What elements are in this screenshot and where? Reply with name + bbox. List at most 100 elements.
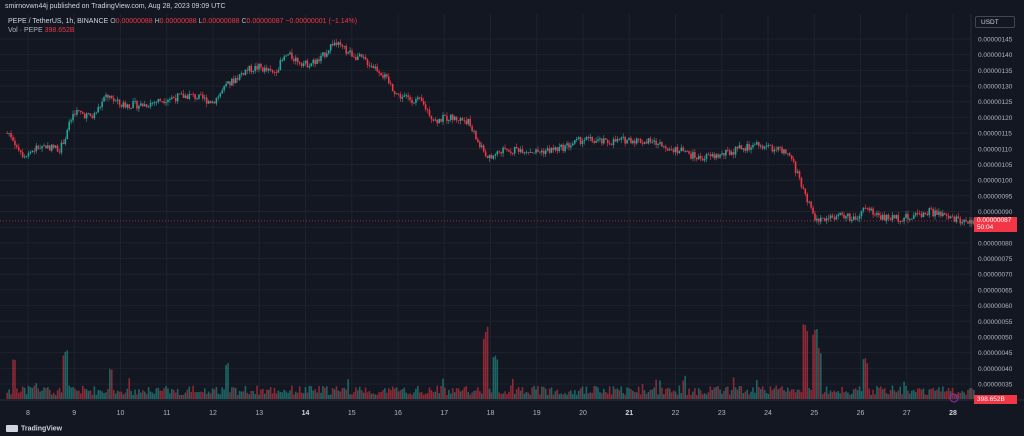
candle-body (603, 138, 605, 144)
x-tick-label: 12 (209, 410, 217, 417)
volume-bar (391, 386, 394, 399)
volume-bar (957, 392, 960, 399)
volume-bar (242, 391, 245, 399)
volume-bar (668, 388, 671, 399)
volume-bar (335, 386, 338, 399)
candle-body (296, 57, 299, 63)
volume-bar (624, 394, 626, 399)
volume-bar (37, 388, 39, 399)
candle-body (773, 149, 776, 152)
volume-bar (647, 391, 650, 399)
candle-body (93, 112, 96, 119)
volume-bar (60, 392, 63, 399)
volume-bar (130, 390, 132, 399)
volume-bar (374, 394, 377, 399)
volume-bar (572, 394, 574, 399)
candle-body (880, 215, 882, 220)
candle-body (444, 114, 446, 116)
volume-bar (370, 393, 373, 399)
candle-body (78, 110, 80, 111)
volume-bar (101, 391, 103, 399)
candle-body (174, 98, 177, 102)
footer: TradingView (0, 422, 1024, 436)
candle-body (542, 150, 545, 154)
volume-bar (434, 391, 437, 399)
y-tick-label: 0.00000065 (978, 287, 1013, 294)
volume-bar (461, 390, 464, 399)
candle-body (277, 70, 280, 73)
volume-bar (756, 380, 758, 399)
candle-body (39, 148, 41, 150)
volume-bar (676, 394, 679, 399)
volume-bar (147, 387, 150, 399)
volume-bar (914, 392, 917, 399)
volume-bar (546, 394, 549, 399)
candle-body (89, 113, 92, 117)
volume-bar (172, 390, 175, 399)
candle-body (324, 52, 326, 57)
candle-body (486, 155, 489, 159)
replay-icon[interactable] (949, 393, 959, 403)
volume-bar (85, 389, 88, 399)
candle-body (872, 208, 874, 215)
volume-bar (364, 387, 367, 399)
candle-body (905, 213, 907, 218)
volume-bar (903, 381, 905, 399)
candle-body (163, 101, 165, 104)
volume-bar (33, 385, 36, 399)
candle-body (920, 213, 923, 218)
candle-body (541, 150, 543, 153)
candle-body (763, 146, 766, 149)
volume-bar (796, 389, 799, 399)
candle-body (690, 153, 692, 159)
candle-body (922, 212, 925, 218)
candle-body (833, 217, 836, 220)
volume-bar (355, 387, 357, 399)
candle-body (446, 115, 448, 121)
candle-body (186, 95, 189, 99)
candle-body (349, 50, 351, 53)
volume-bar (308, 385, 311, 399)
candlestick-chart[interactable]: 0.00000145 0.00000140 0.00000135 0.00000130… (0, 14, 1024, 422)
candle-body (182, 93, 185, 98)
volume-bar (438, 393, 440, 399)
volume-bar (188, 386, 191, 399)
volume-bar (256, 385, 258, 399)
candle-body (364, 56, 367, 60)
volume-bar (585, 386, 588, 399)
publisher-text: smirnovwn44j published on TradingView.co… (5, 3, 226, 10)
tradingview-logo[interactable]: TradingView (6, 425, 62, 432)
candle-body (771, 145, 774, 152)
volume-bar (537, 386, 539, 399)
volume-bar (41, 390, 43, 399)
candle-body (539, 151, 541, 153)
volume-bar (552, 394, 555, 399)
volume-bar (529, 394, 532, 399)
chart-area[interactable]: 0.00000145 0.00000140 0.00000135 0.00000130… (0, 14, 1024, 422)
candle-body (963, 219, 965, 223)
volume-bar (767, 393, 770, 399)
volume-bar (742, 393, 745, 399)
candle-body (914, 212, 917, 216)
volume-bar (971, 388, 973, 399)
candle-body (666, 148, 669, 151)
volume-bar (570, 390, 572, 399)
volume-bar (254, 394, 256, 399)
volume-bar (486, 326, 489, 399)
volume-bar (951, 388, 954, 399)
candle-body (891, 215, 894, 220)
currency-button[interactable]: USDT (975, 16, 1015, 28)
volume-bar (651, 389, 654, 399)
candle-body (471, 126, 473, 132)
candle-body (529, 152, 532, 153)
candle-body (775, 149, 778, 151)
candle-body (949, 216, 952, 219)
volume-bar (916, 388, 919, 399)
volume-bar (847, 392, 849, 399)
volume-bar (324, 387, 326, 399)
volume-bar (802, 324, 805, 399)
x-tick-label: 17 (440, 410, 448, 417)
volume-bar (465, 386, 468, 399)
candle-body (469, 118, 471, 127)
volume-bar (773, 388, 776, 399)
